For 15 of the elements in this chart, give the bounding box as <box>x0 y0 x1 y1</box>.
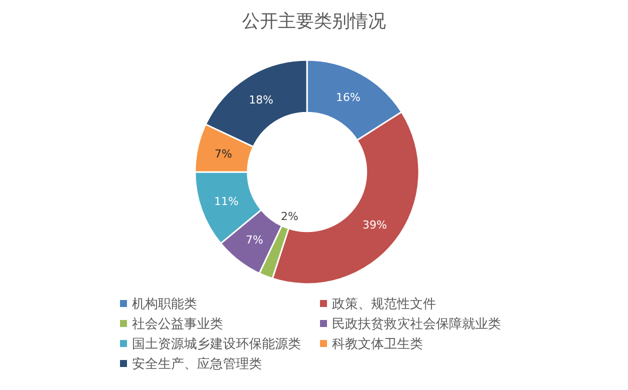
data-label: 18% <box>248 94 274 107</box>
data-label: 7% <box>246 234 264 247</box>
chart-title: 公开主要类别情况 <box>242 11 386 32</box>
legend-label: 科教文体卫生类 <box>332 337 423 352</box>
data-label: 39% <box>362 218 387 232</box>
legend-label: 国土资源城乡建设环保能源类 <box>132 337 301 352</box>
legend-label: 民政扶贫救灾社会保障就业类 <box>332 316 501 332</box>
legend-label: 社会公益事业类 <box>132 317 223 332</box>
data-label: 16% <box>336 90 361 104</box>
data-label: 2% <box>280 210 298 224</box>
data-label: 11% <box>214 195 239 208</box>
legend-label: 安全生产、应急管理类 <box>132 356 262 372</box>
legend-label: 机构职能类 <box>132 297 197 312</box>
data-label: 7% <box>214 147 232 160</box>
legend-label: 政策、规范性文件 <box>332 297 436 312</box>
